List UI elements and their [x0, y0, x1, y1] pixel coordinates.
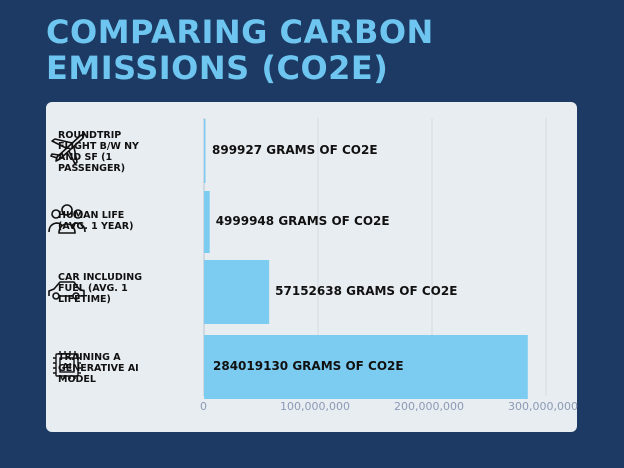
svg-text:AI: AI	[62, 362, 71, 371]
category-label: TRAINING A GENERATIVE AI MODEL	[58, 352, 139, 385]
bar	[204, 119, 206, 183]
chart-panel: ROUNDTRIP FLIGHT B/W NY AND SF (1 PASSEN…	[46, 102, 578, 432]
bar	[204, 260, 270, 324]
airplane-icon	[50, 133, 85, 165]
bar-chart	[203, 118, 547, 399]
page-title: COMPARING CARBON EMISSIONS (CO2E)	[46, 13, 434, 87]
bar-value-label: 899927 GRAMS OF CO2E	[212, 143, 378, 157]
x-tick-label: 100,000,000	[280, 400, 350, 413]
bar-value-label: 57152638 GRAMS OF CO2E	[275, 284, 458, 298]
bar-value-label: 4999948 GRAMS OF CO2E	[215, 214, 390, 228]
x-tick-label: 300,000,000	[508, 400, 578, 413]
category-label: CAR INCLUDING FUEL (AVG. 1 LIFETIME)	[58, 272, 143, 305]
ai-chip-icon: AI	[53, 351, 81, 379]
category-label: HUMAN LIFE (AVG. 1 YEAR)	[58, 210, 134, 232]
bar	[204, 335, 528, 399]
x-tick-label: 200,000,000	[394, 400, 464, 413]
bar	[204, 191, 210, 253]
car-icon	[48, 281, 85, 300]
x-tick-label: 0	[200, 400, 207, 413]
category-label: ROUNDTRIP FLIGHT B/W NY AND SF (1 PASSEN…	[58, 130, 139, 174]
people-group-icon	[48, 204, 86, 234]
bar-value-label: 284019130 GRAMS OF CO2E	[213, 359, 404, 373]
